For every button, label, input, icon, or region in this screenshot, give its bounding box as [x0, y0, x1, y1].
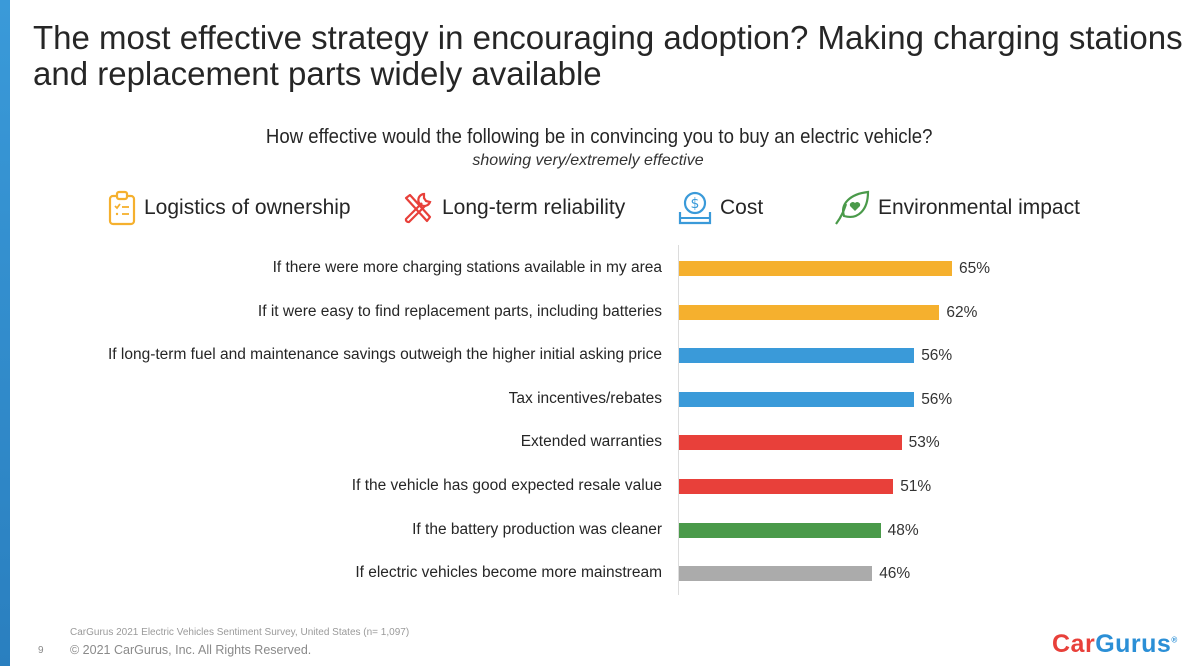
page-number: 9 — [38, 645, 44, 656]
bar — [679, 348, 915, 364]
legend-item-reliability: Long-term reliability — [400, 190, 625, 226]
bar — [679, 522, 881, 538]
logo-registered: ® — [1171, 635, 1178, 645]
value-label: 53% — [908, 434, 940, 452]
bar — [679, 435, 902, 451]
chart-question: How effective would the following be in … — [265, 126, 933, 148]
bar-chart: If there were more charging stations ava… — [0, 245, 1200, 605]
slide-title: The most effective strategy in encouragi… — [33, 19, 1183, 92]
clipboard-icon — [108, 190, 136, 226]
footer-source: CarGurus 2021 Electric Vehicles Sentimen… — [70, 627, 410, 638]
logo-gurus: Gurus — [1095, 630, 1172, 658]
category-label: Tax incentives/rebates — [508, 389, 662, 407]
chart-axis-line — [678, 245, 679, 595]
value-label: 65% — [959, 260, 991, 277]
legend-label: Environmental impact — [878, 196, 1080, 219]
legend-item-logistics: Logistics of ownership — [106, 190, 351, 226]
legend-label: Cost — [720, 196, 764, 219]
value-label: 62% — [946, 303, 978, 321]
bar — [679, 479, 894, 494]
chart-note: showing very/extremely effective — [472, 152, 704, 169]
legend-label: Long-term reliability — [442, 196, 626, 219]
legend: Logistics of ownership Long-term reliabi… — [0, 190, 1200, 230]
tools-icon — [404, 192, 432, 224]
category-label: If it were easy to find replacement part… — [257, 302, 662, 320]
leaf-heart-icon — [835, 190, 870, 225]
value-label: 56% — [921, 347, 953, 365]
footer-copyright: © 2021 CarGurus, Inc. All Rights Reserve… — [70, 643, 312, 657]
category-label: If the battery production was cleaner — [412, 520, 662, 538]
category-label: If the vehicle has good expected resale … — [351, 477, 662, 494]
legend-item-cost: $ Cost — [676, 190, 763, 226]
value-label: 51% — [900, 478, 932, 495]
bar — [679, 391, 915, 407]
slide-accent-bar — [0, 0, 10, 666]
bar — [679, 304, 940, 320]
value-label: 56% — [921, 390, 953, 408]
category-label: If there were more charging stations ava… — [272, 259, 662, 276]
category-label: Extended warranties — [520, 433, 662, 451]
money-icon: $ — [678, 191, 712, 225]
bar — [679, 566, 873, 582]
legend-label: Logistics of ownership — [144, 196, 351, 219]
category-label: If long-term fuel and maintenance saving… — [107, 346, 662, 364]
bar — [679, 261, 952, 276]
logo-car: Car — [1052, 630, 1096, 658]
value-label: 48% — [887, 521, 919, 539]
legend-item-environmental: Environmental impact — [832, 190, 1080, 226]
svg-text:$: $ — [691, 196, 700, 212]
category-label: If electric vehicles become more mainstr… — [355, 564, 662, 582]
value-label: 46% — [879, 565, 911, 583]
cargurus-logo: CarGurus® — [1052, 630, 1178, 659]
